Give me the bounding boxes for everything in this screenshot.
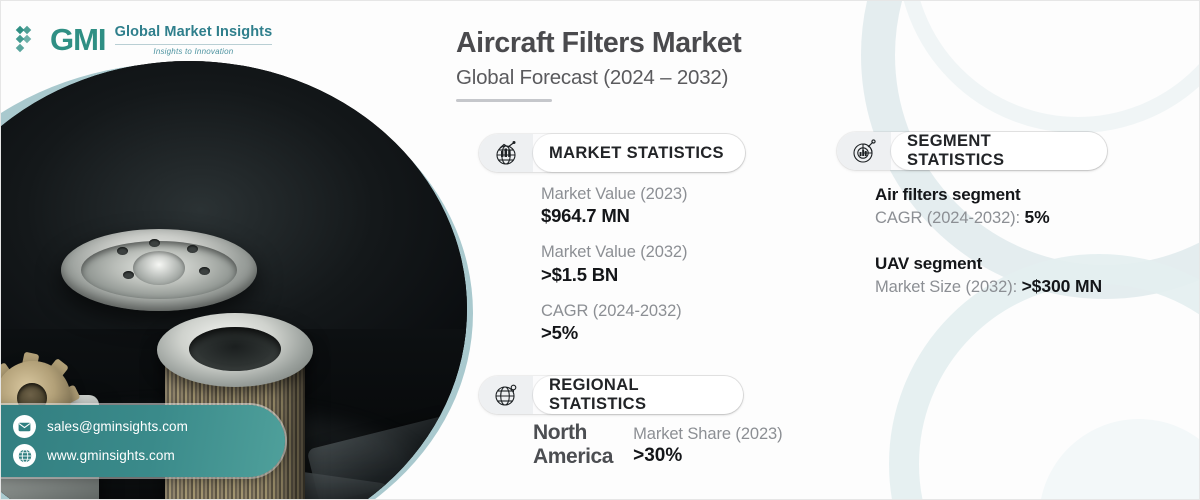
- segment-item-air-filters: Air filters segment CAGR (2024-2032): 5%: [875, 185, 1102, 228]
- air-filters-segment-row: CAGR (2024-2032): 5%: [875, 207, 1102, 228]
- contact-badge: sales@gminsights.com www.gminsights.com: [1, 405, 285, 477]
- market-value-2023-key: Market Value (2023): [541, 185, 688, 203]
- market-statistics-body: Market Value (2023) $964.7 MN Market Val…: [541, 185, 687, 344]
- market-cagr-key: CAGR (2024-2032): [541, 301, 682, 320]
- decor-circle-bottom-right: [1039, 419, 1199, 499]
- segment-statistics-header[interactable]: SEGMENT STATISTICS: [837, 132, 1107, 170]
- regional-statistics-label: REGIONAL STATISTICS: [533, 376, 743, 414]
- globe-pin-icon: [479, 382, 533, 408]
- gmi-diamond-logo-icon: [15, 23, 41, 55]
- uav-segment-row: Market Size (2032): >$300 MN: [875, 276, 1102, 297]
- globe-icon: [13, 444, 36, 467]
- globe-bar-chart-icon: [479, 140, 533, 166]
- market-statistics-header[interactable]: MARKET STATISTICS: [479, 134, 745, 172]
- regional-statistics-header[interactable]: REGIONAL STATISTICS: [479, 376, 743, 414]
- uav-market-size-key: Market Size (2032):: [875, 278, 1022, 296]
- segment-statistics-body: Air filters segment CAGR (2024-2032): 5%…: [875, 185, 1102, 297]
- filter-hole: [187, 245, 198, 253]
- filter-hole: [199, 267, 210, 275]
- title-underline: [456, 98, 552, 102]
- market-stat-item: CAGR (2024-2032) >5%: [541, 302, 687, 344]
- uav-market-size-value: >$300 MN: [1021, 276, 1103, 296]
- market-cagr-value: >5%: [541, 322, 578, 344]
- contact-email-row[interactable]: sales@gminsights.com: [13, 415, 285, 438]
- contact-website-row[interactable]: www.gminsights.com: [13, 444, 285, 467]
- regional-statistics-body: North America Market Share (2023) >30%: [533, 421, 783, 468]
- title-block: Aircraft Filters Market Global Forecast …: [456, 27, 1076, 102]
- region-meta: Market Share (2023) >30%: [633, 421, 783, 467]
- logo-abbr: GMI: [50, 21, 107, 57]
- segment-statistics-label: SEGMENT STATISTICS: [891, 132, 1107, 170]
- contact-website: www.gminsights.com: [47, 448, 175, 463]
- page-title: Aircraft Filters Market: [456, 27, 742, 59]
- air-filters-segment-head: Air filters segment: [875, 185, 1021, 204]
- region-share-value: >30%: [633, 445, 683, 466]
- market-stat-item: Market Value (2032) >$1.5 BN: [541, 243, 687, 285]
- air-filters-cagr-key: CAGR (2024-2032):: [875, 209, 1025, 227]
- market-value-2023-value: $964.7 MN: [541, 205, 630, 227]
- air-filters-cagr-value: 5%: [1024, 207, 1050, 227]
- market-value-2032-key: Market Value (2032): [541, 243, 688, 262]
- filter-hole: [117, 247, 128, 255]
- donut-chart-target-icon: [837, 138, 891, 164]
- page-subtitle: Global Forecast (2024 – 2032): [456, 66, 729, 90]
- cartridge-cap: [157, 313, 313, 387]
- filter-hub: [133, 251, 185, 285]
- logo-tagline: Insights to Innovation: [153, 46, 234, 56]
- filter-hole: [149, 239, 160, 247]
- logo-wordmark: Global Market Insights Insights to Innov…: [114, 23, 273, 56]
- market-statistics-label: MARKET STATISTICS: [533, 134, 745, 172]
- filter-hole: [123, 271, 134, 279]
- segment-item-uav: UAV segment Market Size (2032): >$300 MN: [875, 254, 1102, 297]
- contact-email: sales@gminsights.com: [47, 419, 189, 434]
- market-stat-item: Market Value (2023) $964.7 MN: [541, 185, 687, 227]
- logo-company-name: Global Market Insights: [114, 24, 273, 40]
- market-value-2032-value: >$1.5 BN: [541, 263, 619, 285]
- uav-segment-head: UAV segment: [875, 254, 983, 273]
- envelope-icon: [13, 415, 36, 438]
- logo-divider: [114, 43, 273, 45]
- region-name: North America: [533, 421, 614, 468]
- region-share-key: Market Share (2023): [633, 425, 783, 443]
- brand-logo[interactable]: GMI Global Market Insights Insights to I…: [15, 21, 273, 57]
